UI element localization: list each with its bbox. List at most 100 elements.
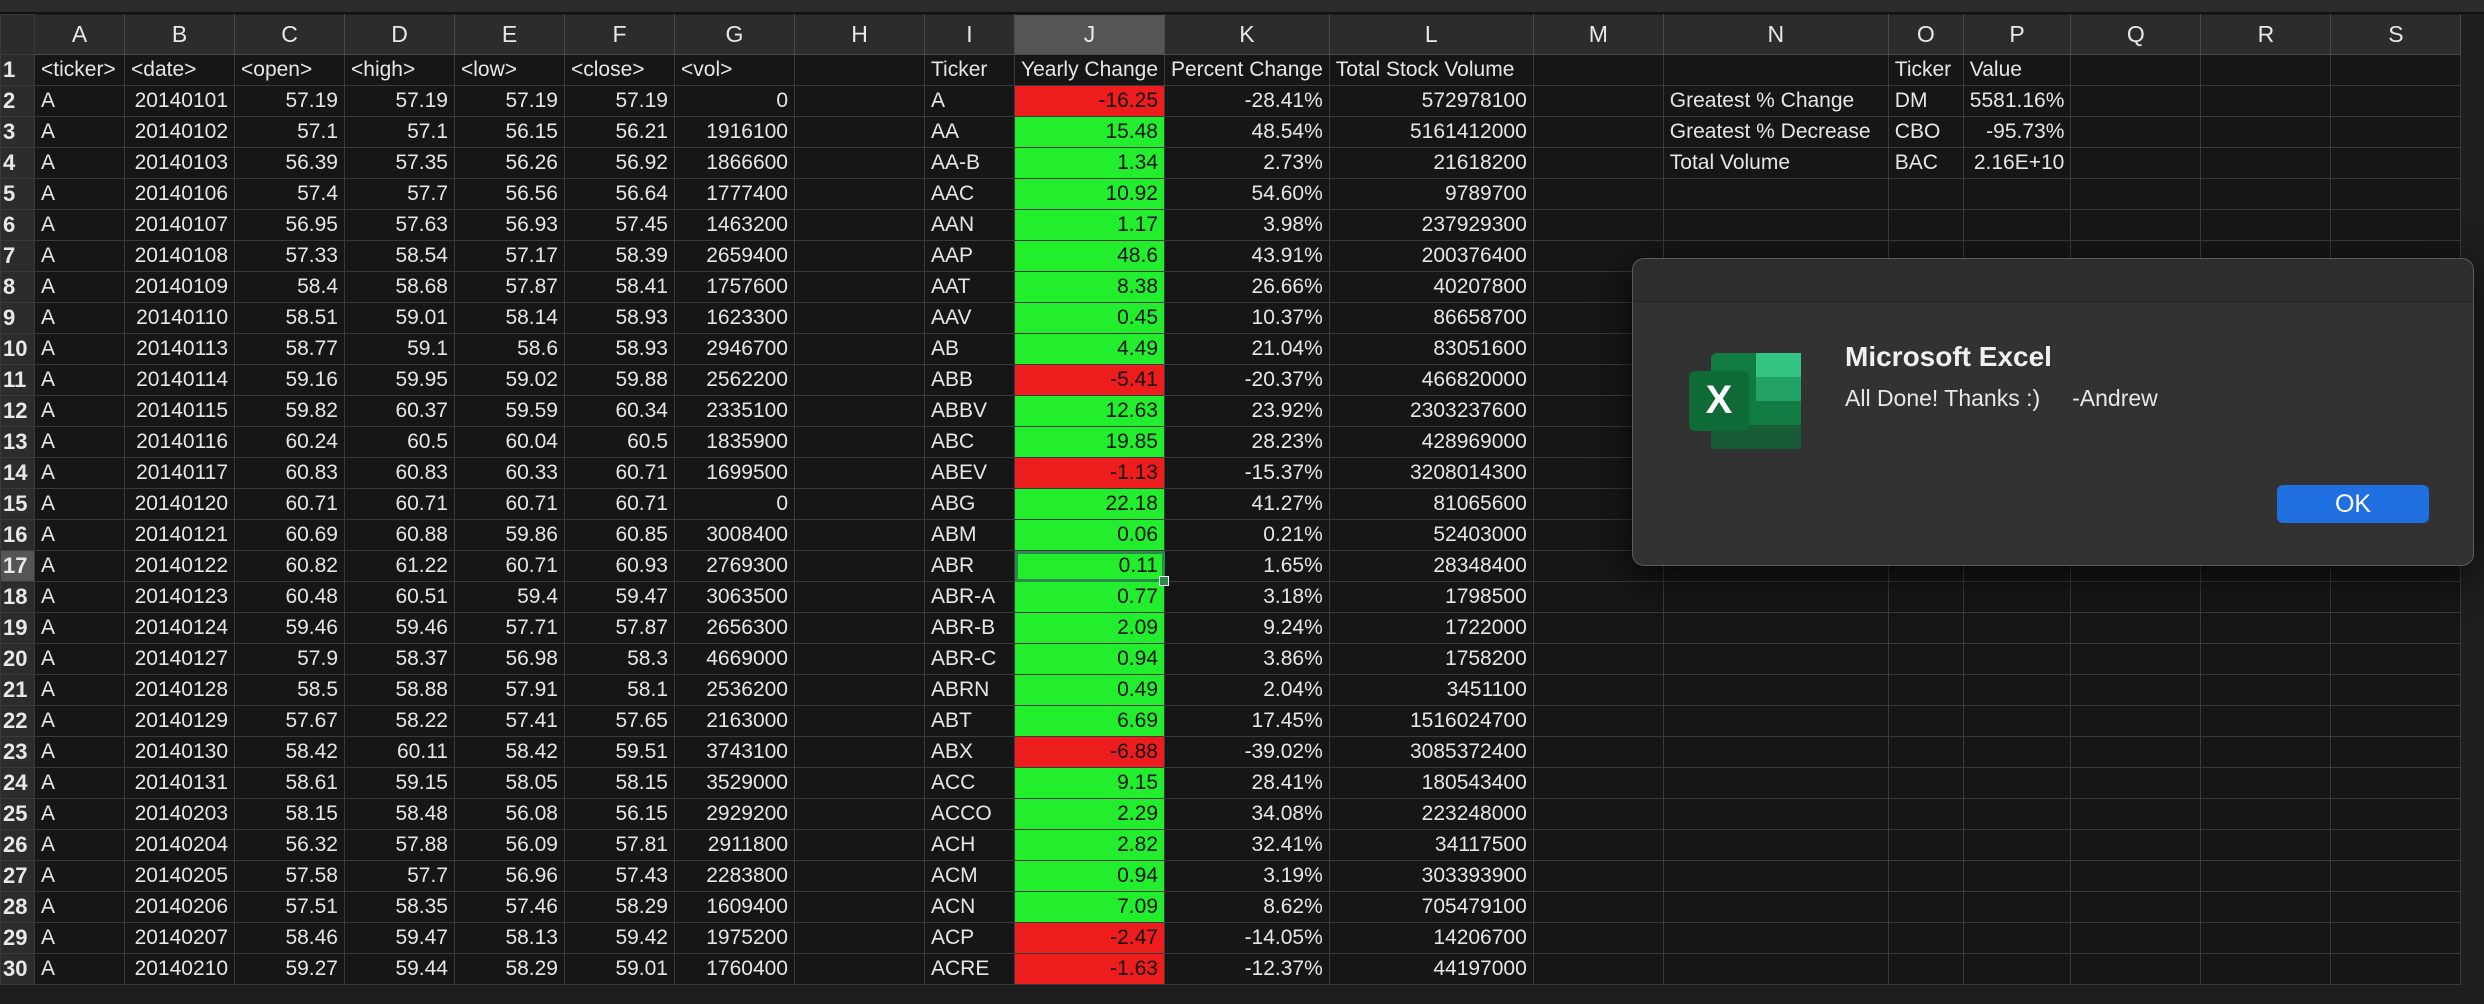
row-header[interactable]: 9: [0, 302, 35, 334]
cell-d8[interactable]: 58.68: [344, 271, 455, 303]
cell-o2[interactable]: DM: [1887, 85, 1964, 117]
cell-a8[interactable]: A: [34, 271, 125, 303]
cell-e20[interactable]: 56.98: [454, 643, 565, 675]
cell-j14[interactable]: -1.13: [1014, 457, 1165, 489]
cell-o18[interactable]: [1887, 581, 1964, 613]
column-header-k[interactable]: K: [1164, 14, 1330, 55]
cell-l8[interactable]: 40207800: [1328, 271, 1534, 303]
cell-o3[interactable]: CBO: [1887, 116, 1964, 148]
cell-l9[interactable]: 86658700: [1328, 302, 1534, 334]
row-header[interactable]: 26: [0, 829, 35, 861]
cell-b19[interactable]: 20140124: [124, 612, 235, 644]
cell-q25[interactable]: [2070, 798, 2202, 830]
cell-k7[interactable]: 43.91%: [1164, 240, 1330, 272]
cell-k5[interactable]: 54.60%: [1164, 178, 1330, 210]
cell-m30[interactable]: [1532, 953, 1664, 985]
cell-e11[interactable]: 59.02: [454, 364, 565, 396]
row-header[interactable]: 4: [0, 147, 35, 179]
cell-h24[interactable]: [794, 767, 925, 799]
cell-d30[interactable]: 59.44: [344, 953, 455, 985]
cell-a25[interactable]: A: [34, 798, 125, 830]
cell-l15[interactable]: 81065600: [1328, 488, 1534, 520]
cell-d6[interactable]: 57.63: [344, 209, 455, 241]
cell-j5[interactable]: 10.92: [1014, 178, 1165, 210]
cell-o19[interactable]: [1887, 612, 1964, 644]
cell-s3[interactable]: [2330, 116, 2462, 148]
cell-d13[interactable]: 60.5: [344, 426, 455, 458]
cell-d18[interactable]: 60.51: [344, 581, 455, 613]
cell-f20[interactable]: 58.3: [564, 643, 675, 675]
cell-h27[interactable]: [794, 860, 925, 892]
cell-j9[interactable]: 0.45: [1014, 302, 1165, 334]
row-header[interactable]: 22: [0, 705, 35, 737]
cell-g3[interactable]: 1916100: [674, 116, 795, 148]
cell-i28[interactable]: ACN: [924, 891, 1015, 923]
cell-i3[interactable]: AA: [924, 116, 1015, 148]
cell-k15[interactable]: 41.27%: [1164, 488, 1330, 520]
cell-a26[interactable]: A: [34, 829, 125, 861]
ok-button[interactable]: OK: [2277, 485, 2429, 523]
cell-h10[interactable]: [794, 333, 925, 365]
cell-j15[interactable]: 22.18: [1014, 488, 1165, 520]
cell-m24[interactable]: [1532, 767, 1664, 799]
cell-c29[interactable]: 58.46: [234, 922, 345, 954]
cell-e27[interactable]: 56.96: [454, 860, 565, 892]
cell-o6[interactable]: [1887, 209, 1964, 241]
cell-b10[interactable]: 20140113: [124, 333, 235, 365]
cell-p4[interactable]: 2.16E+10: [1962, 147, 2072, 179]
row-header[interactable]: 19: [0, 612, 35, 644]
cell-f14[interactable]: 60.71: [564, 457, 675, 489]
cell-q27[interactable]: [2070, 860, 2202, 892]
cell-i20[interactable]: ABR-C: [924, 643, 1015, 675]
cell-n21[interactable]: [1662, 674, 1889, 706]
cell-g21[interactable]: 2536200: [674, 674, 795, 706]
cell-b28[interactable]: 20140206: [124, 891, 235, 923]
cell-n23[interactable]: [1662, 736, 1889, 768]
cell-s1[interactable]: [2330, 54, 2462, 86]
fill-handle[interactable]: [1158, 575, 1169, 586]
cell-h21[interactable]: [794, 674, 925, 706]
cell-d21[interactable]: 58.88: [344, 674, 455, 706]
column-header-g[interactable]: G: [674, 14, 795, 55]
cell-k6[interactable]: 3.98%: [1164, 209, 1330, 241]
cell-e22[interactable]: 57.41: [454, 705, 565, 737]
cell-s26[interactable]: [2330, 829, 2462, 861]
cell-k4[interactable]: 2.73%: [1164, 147, 1330, 179]
cell-b1[interactable]: <date>: [124, 54, 235, 86]
cell-a27[interactable]: A: [34, 860, 125, 892]
cell-c18[interactable]: 60.48: [234, 581, 345, 613]
row-header[interactable]: 18: [0, 581, 35, 613]
cell-s19[interactable]: [2330, 612, 2462, 644]
cell-d22[interactable]: 58.22: [344, 705, 455, 737]
cell-n27[interactable]: [1662, 860, 1889, 892]
cell-i13[interactable]: ABC: [924, 426, 1015, 458]
cell-c13[interactable]: 60.24: [234, 426, 345, 458]
cell-k3[interactable]: 48.54%: [1164, 116, 1330, 148]
cell-a19[interactable]: A: [34, 612, 125, 644]
cell-g10[interactable]: 2946700: [674, 333, 795, 365]
cell-k29[interactable]: -14.05%: [1164, 922, 1330, 954]
cell-l25[interactable]: 223248000: [1328, 798, 1534, 830]
cell-q24[interactable]: [2070, 767, 2202, 799]
cell-p25[interactable]: [1962, 798, 2072, 830]
cell-a30[interactable]: A: [34, 953, 125, 985]
cell-a10[interactable]: A: [34, 333, 125, 365]
cell-r19[interactable]: [2200, 612, 2332, 644]
cell-l21[interactable]: 3451100: [1328, 674, 1534, 706]
cell-e1[interactable]: <low>: [454, 54, 565, 86]
cell-i2[interactable]: A: [924, 85, 1015, 117]
cell-b5[interactable]: 20140106: [124, 178, 235, 210]
cell-h5[interactable]: [794, 178, 925, 210]
cell-s2[interactable]: [2330, 85, 2462, 117]
cell-q5[interactable]: [2070, 178, 2202, 210]
cell-q30[interactable]: [2070, 953, 2202, 985]
cell-e6[interactable]: 56.93: [454, 209, 565, 241]
cell-o28[interactable]: [1887, 891, 1964, 923]
cell-j7[interactable]: 48.6: [1014, 240, 1165, 272]
cell-s20[interactable]: [2330, 643, 2462, 675]
cell-g12[interactable]: 2335100: [674, 395, 795, 427]
cell-o5[interactable]: [1887, 178, 1964, 210]
cell-e4[interactable]: 56.26: [454, 147, 565, 179]
cell-l20[interactable]: 1758200: [1328, 643, 1534, 675]
cell-h25[interactable]: [794, 798, 925, 830]
